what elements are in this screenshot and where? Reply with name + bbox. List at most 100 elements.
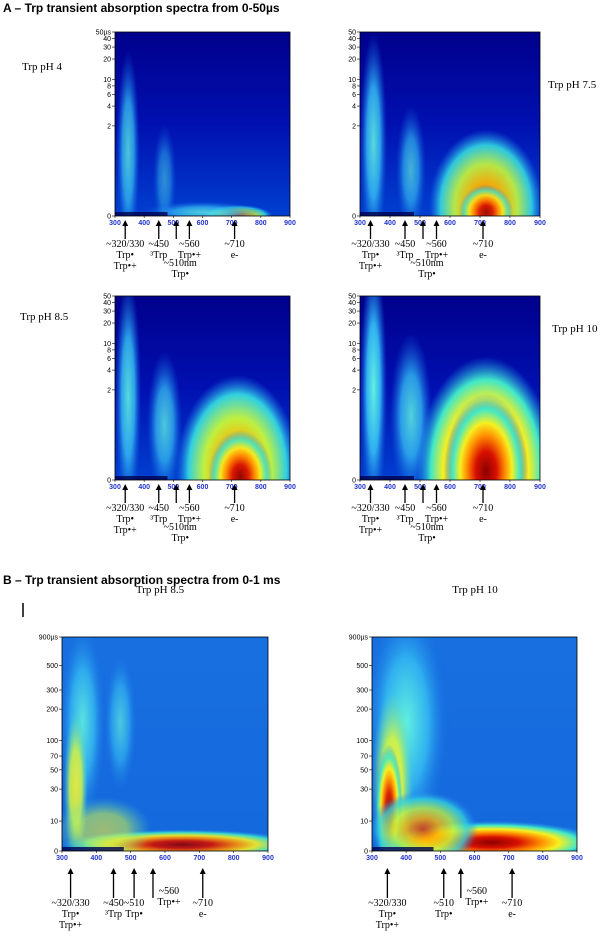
x-tick-label: 500 [434,855,446,862]
x-tick-label: 900 [284,220,296,227]
y-tick-label: 6 [107,356,111,363]
annotation-text: Trp• [116,250,134,261]
x-tick-label: 400 [384,220,396,227]
y-tick-label: 50 [50,767,58,774]
annotation-text: ~320/330 [51,898,89,909]
arrow-head [131,868,138,874]
annotation-text: ³Trp [150,250,167,261]
x-tick-label: 400 [138,220,150,227]
x-tick-label: 600 [444,220,456,227]
annotation-text: e- [508,909,516,920]
arrow-head [420,484,426,490]
y-tick-label: 4 [352,368,356,375]
annotation-text: ~510nm [164,522,197,533]
x-tick-label: 800 [228,855,240,862]
section-title: A – Trp transient absorption spectra fro… [3,1,280,15]
arrow-head [110,868,117,874]
y-tick-label: 20 [348,57,356,64]
baseline-band [360,476,414,480]
y-tick-label: 4 [352,104,356,111]
arrow-head [440,868,447,874]
y-tick-label: 2 [352,387,356,394]
arrow-head [433,220,440,226]
y-tick-label: 10 [360,819,368,826]
y-tick-label: 30 [103,309,111,316]
x-tick-label: 600 [444,484,456,491]
y-tick-label: 30 [360,787,368,794]
annotation-text: Trp• [362,514,380,525]
annotation-text: ~560 [159,886,179,897]
annotation-text: ~450 [103,898,123,909]
annotation-text: Trp• [362,250,380,261]
heatmap [115,32,290,216]
y-tick-label: 10 [50,819,58,826]
annotation-text: ³Trp [396,514,413,525]
annotation-text: Trp• [418,269,436,280]
arrow-head [367,220,374,226]
annotation-text: ~710 [224,239,244,250]
heat-region [459,184,513,216]
annotation-text: Trp• [379,909,397,920]
arrow-head [420,220,426,226]
y-tick-label: 0 [54,849,58,856]
y-tick-label: 8 [352,83,356,90]
x-tick-label: 600 [197,484,209,491]
arrow-head [122,484,129,490]
arrow-head [155,484,162,490]
x-tick-label: 700 [474,220,486,227]
heat-region [429,129,540,216]
arrow-head [509,868,516,874]
x-tick-label: 800 [504,220,516,227]
heat-region [144,201,261,216]
y-tick-label: 500 [356,663,368,670]
y-tick-label: 50 [103,294,111,301]
annotation-text: Trp•+ [59,920,83,931]
x-tick-label: 500 [167,220,179,227]
annotation-text: ~710 [473,239,493,250]
annotation-text: ~320/330 [106,503,144,514]
panel-label: Trp pH 8.5 [136,584,185,596]
heat-region [115,296,142,480]
arrow-head [480,484,486,490]
annotation-text: Trp•+ [114,525,138,536]
heat-region [62,797,152,851]
y-tick-label: 0 [364,849,368,856]
annotation-text: ~510nm [410,522,443,533]
y-tick-label: 6 [352,92,356,99]
heat-region [444,393,528,480]
y-tick-label: 8 [107,347,111,354]
heat-region [372,791,478,851]
baseline-band [372,847,434,851]
arrow-head [231,220,238,226]
arrow-head [199,868,206,874]
annotation-text: e- [231,250,239,261]
y-tick-label: 100 [356,738,368,745]
annotation-text: ~450 [395,503,415,514]
annotation-text: e- [199,909,207,920]
annotation-text: Trp• [418,533,436,544]
annotation-text: ~450 [395,239,415,250]
annotation-text: e- [479,250,487,261]
y-tick-label: 10 [348,77,356,84]
y-tick-label: 70 [360,754,368,761]
heatmap [372,637,577,851]
x-tick-label: 500 [414,484,426,491]
baseline-band [62,847,124,851]
x-tick-label: 700 [226,220,238,227]
panel-label: Trp pH 8.5 [20,311,69,323]
y-tick-label: 2 [107,123,111,130]
heat-region [147,351,183,480]
y-tick-label: 900µs [349,635,369,642]
x-tick-label: 900 [571,855,583,862]
annotation-text: ~710 [473,503,493,514]
y-tick-label: 0 [107,478,111,485]
arrow-head [149,868,156,874]
baseline-band [115,212,168,216]
y-tick-label: 0 [352,478,356,485]
annotation-text: ~510 [124,898,144,909]
y-tick-label: 70 [50,754,58,761]
x-tick-label: 600 [469,855,481,862]
y-tick-label: 30 [348,309,356,316]
x-tick-label: 300 [366,855,378,862]
x-tick-label: 800 [537,855,549,862]
